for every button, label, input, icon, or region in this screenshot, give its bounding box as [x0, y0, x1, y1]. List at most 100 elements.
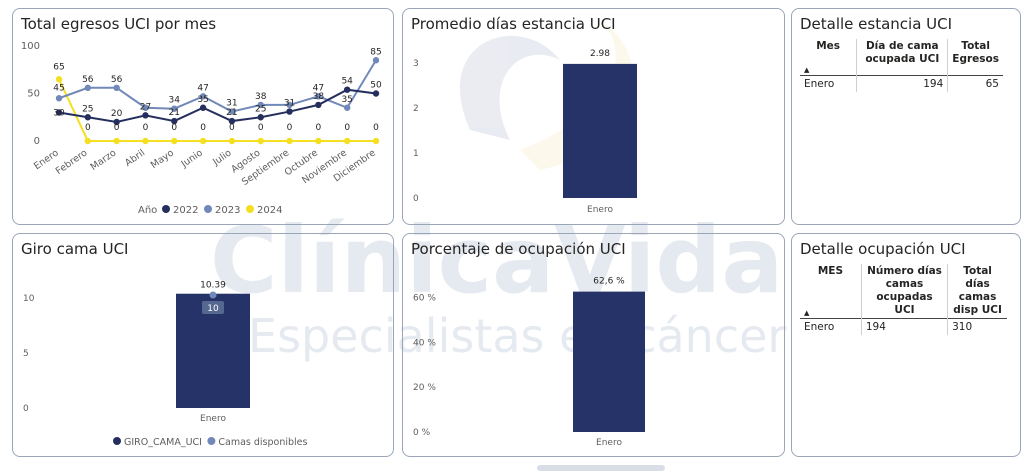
legend-title: Año	[138, 205, 157, 216]
series-line-2022	[58, 88, 377, 124]
data-point-2024	[343, 137, 351, 145]
data-label: 21	[169, 108, 180, 118]
data-label: 21	[226, 108, 237, 118]
sort-ascending-icon[interactable]: ▲	[804, 309, 810, 317]
y-tick-label: 60 %	[413, 293, 436, 303]
series-line-2023	[58, 59, 377, 113]
bar-chart-ocupacion[interactable]: 0 % 20 % 40 % 60 % 62,6 % Enero	[403, 234, 786, 458]
data-point-2024	[372, 137, 380, 145]
data-point-2022	[171, 117, 178, 125]
data-point-2023	[84, 84, 92, 92]
panel-title: Total egresos UCI por mes	[21, 15, 217, 33]
data-point-2023	[257, 101, 264, 109]
column-header-mes[interactable]: Mes ▲	[800, 39, 857, 76]
x-tick-label: Enero	[200, 414, 226, 424]
data-label-2024: 0	[229, 123, 235, 133]
legend-marker	[207, 437, 216, 445]
data-label: 56	[82, 75, 94, 85]
data-label: 38	[255, 92, 267, 102]
data-label-2024: 0	[373, 123, 379, 133]
data-point-2023	[113, 84, 120, 92]
data-point-2023	[228, 108, 236, 115]
y-tick-label: 50	[27, 89, 40, 100]
x-tick-label: Marzo	[89, 147, 119, 173]
data-label: 31	[284, 99, 295, 109]
data-point-2022	[257, 114, 264, 121]
legend-label-2024: 2024	[257, 205, 282, 216]
y-tick-label: 100	[21, 41, 40, 52]
y-tick-label: 0	[34, 136, 40, 147]
panel-detalle-estancia[interactable]: Detalle estancia UCI Mes ▲ Día de cama o…	[791, 8, 1021, 225]
column-header-dia-cama[interactable]: Día de cama ocupada UCI	[856, 39, 948, 76]
cell-total-egresos: 65	[947, 75, 1003, 92]
y-tick-label: 20 %	[413, 383, 436, 393]
column-header-total-egresos[interactable]: Total Egresos	[947, 39, 1003, 76]
x-tick-label: Abril	[123, 147, 147, 168]
panel-total-egresos[interactable]: Total egresos UCI por mes 0 50 100 Enero Feb…	[12, 8, 394, 225]
data-label: 20	[111, 109, 123, 119]
data-point-2024	[257, 137, 264, 145]
data-label-2024: 0	[315, 123, 321, 133]
bar-data-label: 10.39	[200, 281, 226, 291]
data-point-2022	[343, 86, 351, 93]
data-label: 35	[197, 95, 208, 105]
bar-chart-promedio[interactable]: 0 1 2 3 2.98 Enero	[403, 9, 786, 226]
panel-title: Detalle ocupación UCI	[800, 240, 966, 258]
data-label-2024: 0	[287, 123, 293, 133]
x-tick-label: Mayo	[149, 147, 176, 171]
data-label: 50	[370, 81, 382, 91]
bar-chart-giro[interactable]: 0 5 10 10.39 10 Enero GIRO_CAMA_UCI Camas dispo…	[13, 234, 395, 458]
data-label: 47	[197, 83, 208, 93]
legend-marker-2024	[246, 205, 254, 213]
marker-camas-disponibles	[209, 291, 217, 299]
page-scrollbar[interactable]	[537, 465, 665, 471]
panel-promedio-dias[interactable]: Promedio días estancia UCI 0 1 2 3 2.98 Enero	[402, 8, 785, 225]
data-label: 56	[111, 75, 123, 85]
data-label: 38	[313, 92, 325, 102]
data-label: 27	[140, 102, 151, 112]
data-point-2024	[171, 137, 178, 145]
cell-dias-disp: 310	[947, 318, 1007, 335]
data-point-2024	[55, 76, 63, 83]
legend-label: GIRO_CAMA_UCI	[124, 437, 202, 448]
cell-dia-cama: 194	[856, 75, 948, 92]
bar-enero	[563, 63, 637, 199]
data-label: 65	[53, 62, 64, 72]
panel-giro-cama[interactable]: Giro cama UCI 0 5 10 10.39 10 Enero GIRO_CAMA_…	[12, 233, 394, 457]
data-label-2024: 0	[258, 123, 264, 133]
data-label-2024: 0	[171, 123, 177, 133]
data-point-2023	[171, 105, 178, 112]
data-point-2022	[372, 90, 380, 97]
data-label-2024: 0	[114, 123, 120, 133]
column-header-mes[interactable]: MES ▲	[800, 264, 861, 319]
data-point-2023	[315, 93, 322, 100]
table-row[interactable]: Enero 194 65	[800, 75, 1003, 92]
table-row[interactable]: Enero 194 310	[800, 318, 1007, 335]
panel-detalle-ocupacion[interactable]: Detalle ocupación UCI MES ▲ Número días …	[791, 233, 1021, 457]
detalle-estancia-table: Mes ▲ Día de cama ocupada UCI Total Egre…	[800, 39, 1003, 92]
column-header-dias-ocupadas[interactable]: Número días camas ocupadas UCI	[860, 264, 948, 319]
data-point-2024	[315, 137, 322, 145]
data-point-2024	[286, 137, 293, 145]
data-label: 25	[82, 104, 93, 114]
data-point-2024	[113, 137, 120, 145]
table-header-row: MES ▲ Número días camas ocupadas UCI Tot…	[800, 264, 1007, 319]
marker-label-box	[202, 301, 224, 314]
y-tick-label: 3	[413, 59, 419, 69]
data-point-2024	[84, 137, 92, 145]
data-label-2024: 0	[200, 123, 206, 133]
data-point-2022	[286, 108, 293, 115]
table-header-row: Mes ▲ Día de cama ocupada UCI Total Egre…	[800, 39, 1003, 76]
y-tick-label: 5	[23, 349, 29, 359]
data-point-2022	[142, 112, 149, 119]
data-point-2023	[372, 57, 380, 64]
column-header-dias-disp[interactable]: Total días camas disp UCI	[947, 264, 1007, 319]
data-point-2022	[315, 101, 322, 109]
sort-ascending-icon[interactable]: ▲	[804, 66, 810, 74]
data-label: 35	[341, 95, 352, 105]
data-label: 54	[341, 77, 353, 87]
panel-porcentaje-ocupacion[interactable]: Porcentaje de ocupación UCI 0 % 20 % 40 % 6…	[402, 233, 785, 457]
data-point-2022	[199, 104, 207, 111]
y-tick-label: 10	[23, 294, 35, 304]
